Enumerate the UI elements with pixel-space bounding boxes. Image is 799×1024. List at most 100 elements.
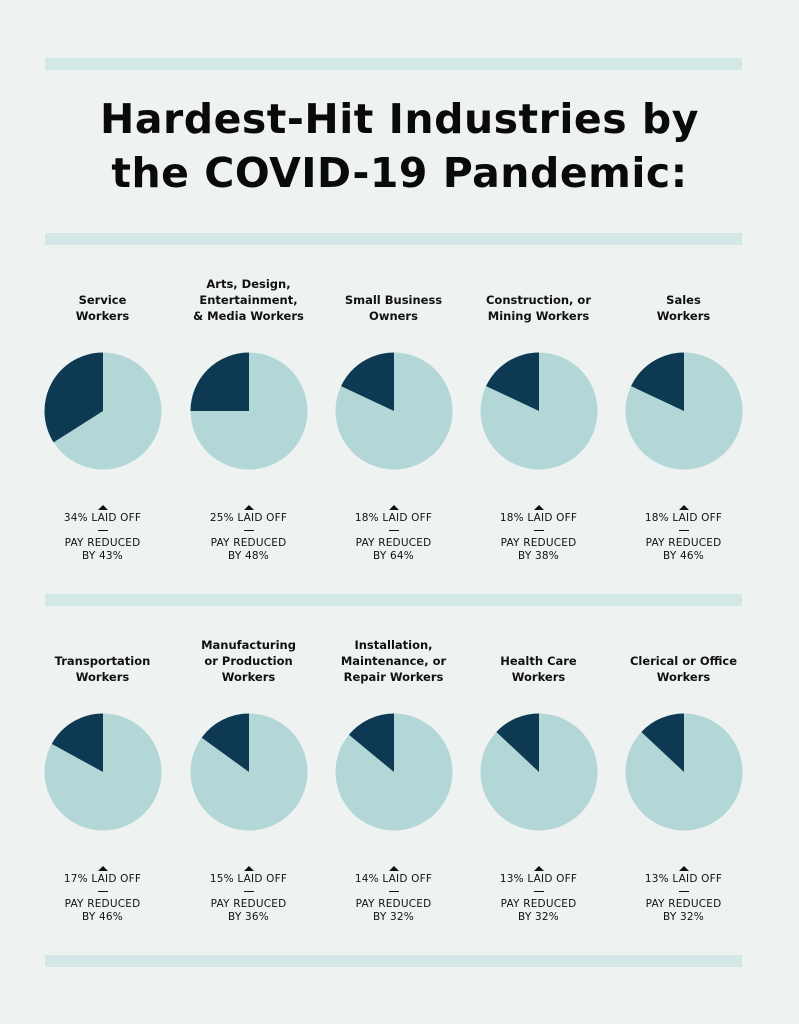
pie-chart	[190, 713, 308, 831]
industry-label-line: Workers	[511, 670, 566, 684]
pay-reduced-value: BY 36%	[228, 911, 269, 924]
separator-dash	[243, 530, 254, 532]
separator-dash	[388, 530, 399, 532]
up-triangle-icon	[678, 866, 689, 871]
laid-off-text: 25% LAID OFF	[209, 512, 288, 524]
laid-off-text: 18% LAID OFF	[499, 512, 578, 524]
laid-off-text: 13% LAID OFF	[644, 873, 723, 885]
industry-label-line: Service	[78, 293, 127, 307]
industry-stats: 34% LAID OFF PAY REDUCED BY 43%	[30, 505, 175, 563]
pay-reduced-text: PAY REDUCED	[355, 898, 432, 911]
industry-label-line: Manufacturing	[201, 638, 296, 652]
industry-label: Small Business Owners	[321, 292, 466, 324]
industry-label: Health Care Workers	[466, 653, 611, 685]
pay-reduced-text: PAY REDUCED	[64, 537, 141, 550]
title-line-1: Hardest-Hit Industries by	[100, 95, 699, 143]
bottom-divider	[45, 955, 742, 967]
industry-stats: 17% LAID OFF PAY REDUCED BY 46%	[30, 866, 175, 924]
pie-slice-laid-off	[496, 713, 539, 772]
pay-reduced-value: BY 46%	[663, 550, 704, 563]
industry-label-line: Entertainment,	[199, 293, 298, 307]
pie-chart	[625, 713, 743, 831]
pay-reduced-text: PAY REDUCED	[500, 537, 577, 550]
pie-chart	[625, 352, 743, 470]
pie-slice-laid-off	[631, 352, 684, 411]
pie-slice-laid-off	[641, 713, 684, 772]
pie-chart	[44, 713, 162, 831]
pay-reduced-value: BY 32%	[663, 911, 704, 924]
pie-chart	[190, 352, 308, 470]
industry-stats: 13% LAID OFF PAY REDUCED BY 32%	[611, 866, 756, 924]
pie-chart	[480, 713, 598, 831]
row-divider	[45, 594, 742, 606]
industry-label: Sales Workers	[611, 292, 756, 324]
separator-dash	[678, 891, 689, 893]
industry-stats: 13% LAID OFF PAY REDUCED BY 32%	[466, 866, 611, 924]
pie-slice-laid-off	[341, 352, 394, 411]
pie-slice-laid-off	[190, 352, 249, 411]
pay-reduced-text: PAY REDUCED	[500, 898, 577, 911]
pay-reduced-value: BY 64%	[373, 550, 414, 563]
industry-label-line: or Production	[204, 654, 293, 668]
pay-reduced-text: PAY REDUCED	[645, 898, 722, 911]
pay-reduced-text: PAY REDUCED	[645, 537, 722, 550]
separator-dash	[388, 891, 399, 893]
separator-dash	[97, 891, 108, 893]
industry-stats: 18% LAID OFF PAY REDUCED BY 38%	[466, 505, 611, 563]
laid-off-text: 17% LAID OFF	[63, 873, 142, 885]
industry-label-line: Owners	[369, 309, 418, 323]
industry-label-line: Workers	[656, 670, 711, 684]
pay-reduced-value: BY 32%	[518, 911, 559, 924]
industry-label: Clerical or Office Workers	[611, 653, 756, 685]
industry-label-line: Repair Workers	[343, 670, 444, 684]
industry-label-line: Workers	[75, 309, 130, 323]
pie-slice-laid-off	[51, 713, 103, 772]
industry-label: Manufacturing or Production Workers	[176, 637, 321, 685]
laid-off-text: 14% LAID OFF	[354, 873, 433, 885]
industry-stats: 15% LAID OFF PAY REDUCED BY 36%	[176, 866, 321, 924]
up-triangle-icon	[533, 505, 544, 510]
pie-slice-laid-off	[348, 713, 394, 772]
industry-label-line: Transportation	[54, 654, 151, 668]
pay-reduced-text: PAY REDUCED	[210, 898, 287, 911]
pie-chart	[335, 352, 453, 470]
title-divider	[45, 233, 742, 245]
up-triangle-icon	[533, 866, 544, 871]
separator-dash	[243, 891, 254, 893]
laid-off-text: 13% LAID OFF	[499, 873, 578, 885]
industry-stats: 18% LAID OFF PAY REDUCED BY 64%	[321, 505, 466, 563]
industry-label-line: Workers	[221, 670, 276, 684]
industry-label-line: Maintenance, or	[340, 654, 447, 668]
industry-label: Arts, Design, Entertainment, & Media Worke…	[176, 276, 321, 324]
industry-label: Service Workers	[30, 292, 175, 324]
industry-stats: 14% LAID OFF PAY REDUCED BY 32%	[321, 866, 466, 924]
up-triangle-icon	[97, 505, 108, 510]
laid-off-text: 18% LAID OFF	[644, 512, 723, 524]
pie-chart	[335, 713, 453, 831]
up-triangle-icon	[388, 505, 399, 510]
pay-reduced-value: BY 32%	[373, 911, 414, 924]
industry-label: Construction, or Mining Workers	[466, 292, 611, 324]
title-line-2: the COVID-19 Pandemic:	[111, 149, 688, 197]
up-triangle-icon	[243, 866, 254, 871]
pie-chart	[480, 352, 598, 470]
top-divider	[45, 58, 742, 70]
laid-off-text: 18% LAID OFF	[354, 512, 433, 524]
pay-reduced-value: BY 43%	[82, 550, 123, 563]
separator-dash	[678, 530, 689, 532]
pay-reduced-text: PAY REDUCED	[355, 537, 432, 550]
laid-off-text: 15% LAID OFF	[209, 873, 288, 885]
industry-label-line: Construction, or	[485, 293, 592, 307]
up-triangle-icon	[97, 866, 108, 871]
pay-reduced-value: BY 48%	[228, 550, 269, 563]
industry-label-line: Sales	[666, 293, 701, 307]
industry-label-line: Arts, Design,	[206, 277, 291, 291]
industry-label-line: Small Business	[344, 293, 443, 307]
pie-slice-laid-off	[201, 713, 249, 772]
pay-reduced-value: BY 38%	[518, 550, 559, 563]
up-triangle-icon	[243, 505, 254, 510]
up-triangle-icon	[678, 505, 689, 510]
industry-label-line: Mining Workers	[487, 309, 590, 323]
separator-dash	[533, 891, 544, 893]
separator-dash	[533, 530, 544, 532]
